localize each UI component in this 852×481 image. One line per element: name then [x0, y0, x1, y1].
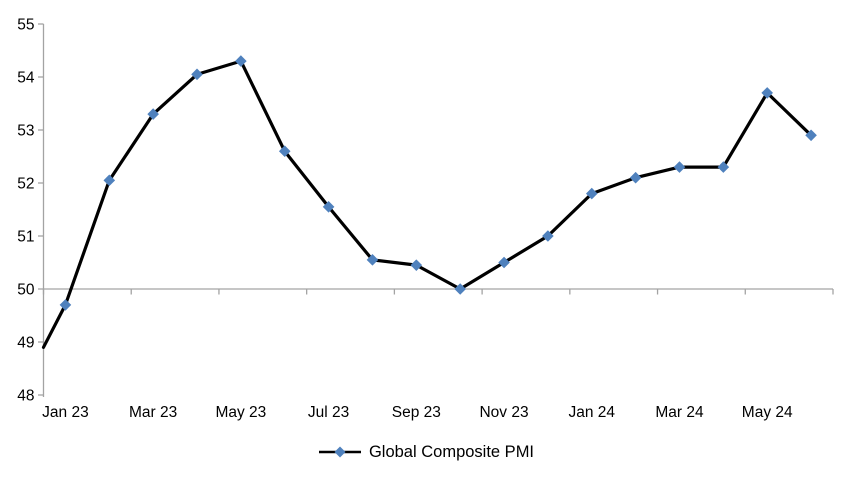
x-axis-tick-label: Nov 23 — [479, 404, 528, 421]
data-point-marker — [322, 201, 335, 213]
y-axis-tick-label: 54 — [17, 70, 35, 87]
data-point-marker — [103, 174, 116, 187]
data-point-marker — [454, 283, 466, 295]
y-axis-tick-label: 50 — [17, 282, 35, 299]
data-point-marker — [147, 108, 159, 120]
x-axis-tick-label: Jan 23 — [42, 404, 89, 421]
data-point-marker — [410, 259, 423, 271]
y-axis-tick-label: 53 — [17, 123, 34, 140]
data-point-marker — [805, 129, 817, 142]
data-point-marker — [191, 68, 203, 81]
data-point-marker — [366, 254, 379, 266]
y-axis-tick-label: 52 — [17, 176, 34, 193]
data-point-marker — [498, 256, 510, 269]
data-point-marker — [629, 171, 642, 184]
data-point-marker — [235, 55, 247, 67]
x-axis-tick-label: Mar 23 — [129, 404, 177, 421]
x-axis-tick-label: Jul 23 — [308, 404, 349, 421]
chart-legend: Global Composite PMI — [0, 441, 852, 463]
x-axis-tick-label: May 23 — [215, 404, 266, 421]
y-axis-tick-label: 51 — [17, 229, 34, 246]
data-point-marker — [585, 187, 598, 200]
legend-series-label: Global Composite PMI — [368, 443, 535, 461]
y-axis-tick-label: 49 — [17, 335, 34, 352]
data-point-marker — [542, 230, 554, 242]
y-axis-tick-label: 55 — [17, 17, 34, 34]
data-point-marker — [278, 145, 291, 157]
data-point-marker — [717, 161, 730, 173]
y-axis-tick-label: 48 — [17, 388, 34, 405]
data-point-marker — [673, 161, 686, 173]
data-line — [41, 59, 813, 349]
x-axis-tick-label: Jan 24 — [568, 404, 615, 421]
x-axis-tick-label: May 24 — [742, 404, 793, 421]
data-point-marker — [761, 87, 774, 99]
x-axis-tick-label: Sep 23 — [392, 404, 441, 421]
x-axis-tick-label: Mar 24 — [655, 404, 704, 421]
legend-marker-icon — [318, 446, 361, 458]
data-point-marker — [59, 299, 72, 311]
